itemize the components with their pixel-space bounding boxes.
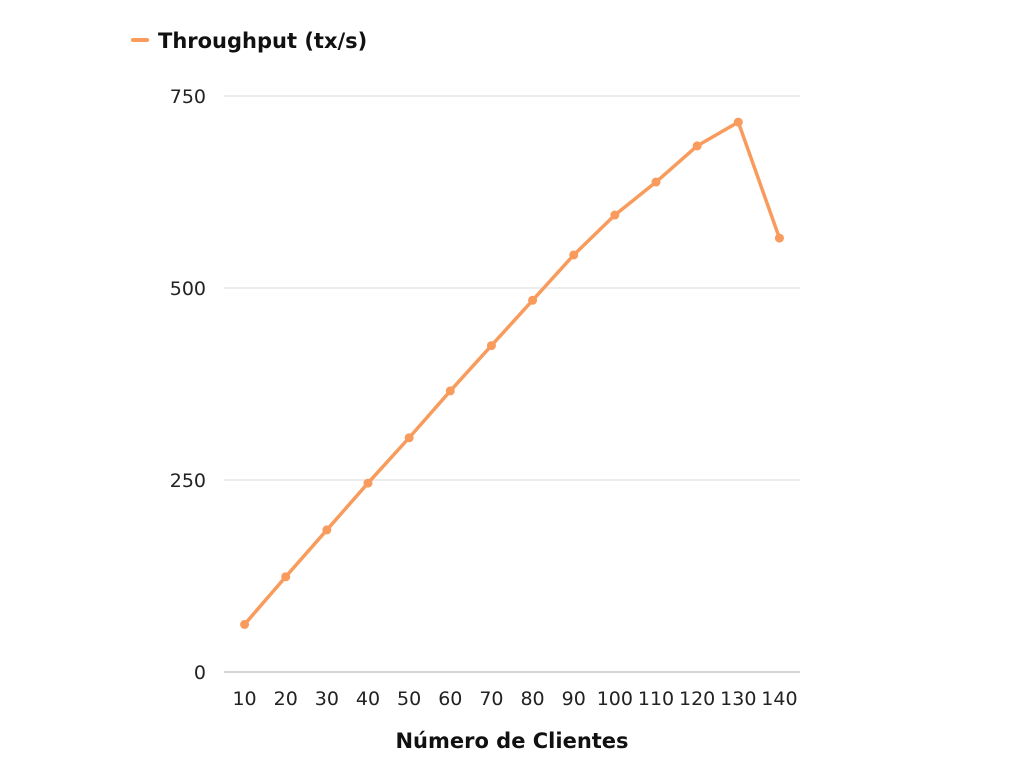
- x-axis-ticks: 10 20 30 40 50 60 70 80 90 100 110 120 130 140: [232, 688, 797, 710]
- legend-label: Throughput (tx/s): [158, 29, 367, 53]
- gridlines: [224, 95, 800, 481]
- data-point: [692, 141, 702, 151]
- x-tick-label: 110: [638, 688, 674, 710]
- x-tick-label: 20: [274, 688, 298, 710]
- x-tick-label: 60: [438, 688, 462, 710]
- data-point: [445, 386, 455, 396]
- x-tick-label: 30: [315, 688, 339, 710]
- data-point: [240, 619, 250, 629]
- data-point: [569, 250, 579, 260]
- data-point: [404, 433, 414, 443]
- data-point: [610, 210, 620, 220]
- y-tick-label: 0: [194, 662, 206, 684]
- data-point: [733, 117, 743, 127]
- x-tick-label: 130: [720, 688, 756, 710]
- data-point: [651, 177, 661, 187]
- x-tick-label: 90: [562, 688, 586, 710]
- legend: Throughput (tx/s): [131, 29, 367, 53]
- legend-swatch: [131, 38, 149, 42]
- x-axis-title: Número de Clientes: [395, 729, 628, 753]
- x-tick-label: 70: [479, 688, 503, 710]
- data-point: [281, 572, 291, 582]
- data-point: [322, 525, 332, 535]
- x-tick-label: 120: [679, 688, 715, 710]
- series-throughput: [240, 117, 784, 629]
- y-tick-label: 500: [170, 278, 206, 300]
- data-point: [363, 478, 373, 488]
- x-tick-label: 140: [761, 688, 797, 710]
- data-point: [486, 341, 496, 351]
- series-line: [242, 120, 782, 627]
- y-axis-ticks: 0 250 500 750: [170, 86, 206, 684]
- x-tick-label: 80: [520, 688, 544, 710]
- data-point: [528, 295, 538, 305]
- x-tick-label: 100: [597, 688, 633, 710]
- x-tick-label: 50: [397, 688, 421, 710]
- data-point: [774, 233, 784, 243]
- x-tick-label: 10: [232, 688, 256, 710]
- y-tick-label: 750: [170, 86, 206, 108]
- x-tick-label: 40: [356, 688, 380, 710]
- y-tick-label: 250: [170, 470, 206, 492]
